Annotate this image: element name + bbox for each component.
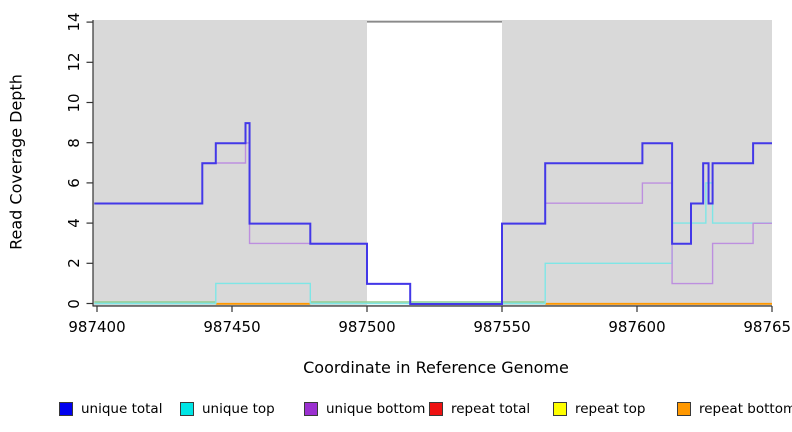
series-unique-total [94,122,772,305]
legend-swatch-icon [429,402,443,416]
legend-swatch-icon [304,402,318,416]
legend-label: unique total [81,401,163,417]
y-tick-label: 6 [65,178,83,188]
legend-item-repeat-total: repeat total [429,401,531,417]
legend-swatch-icon [553,402,567,416]
legend-item-repeat-top: repeat top [553,401,646,417]
x-tick-label: 987550 [473,318,531,336]
gap-region [367,21,502,305]
x-tick-label: 987500 [338,318,396,336]
y-tick-label: 0 [65,298,83,309]
legend-item-unique-bottom: unique bottom [304,401,426,417]
legend-item-repeat-bottom: repeat bottom [677,401,792,417]
x-tick-label: 987600 [608,318,666,336]
y-tick-label: 4 [65,218,83,228]
legend-label: unique bottom [326,401,426,417]
y-tick-label: 10 [65,92,83,113]
legend-label: unique top [202,401,275,417]
legend-item-unique-total: unique total [59,401,163,417]
series-unique-top [94,182,772,305]
x-tick-label: 987450 [203,318,261,336]
legend-swatch-icon [180,402,194,416]
legend-label: repeat total [451,401,531,417]
legend-label: repeat bottom [699,401,792,417]
legend-label: repeat top [575,401,646,417]
y-tick-label: 12 [65,52,83,72]
legend-item-unique-top: unique top [180,401,275,417]
y-tick-label: 2 [65,258,83,269]
y-axis-title: Read Coverage Depth [6,74,26,250]
y-tick-label: 14 [65,12,83,32]
y-tick-label: 8 [65,137,83,148]
legend-swatch-icon [677,402,691,416]
x-tick-label: 987400 [68,318,126,336]
x-axis-title: Coordinate in Reference Genome [303,358,569,377]
legend-swatch-icon [59,402,73,416]
